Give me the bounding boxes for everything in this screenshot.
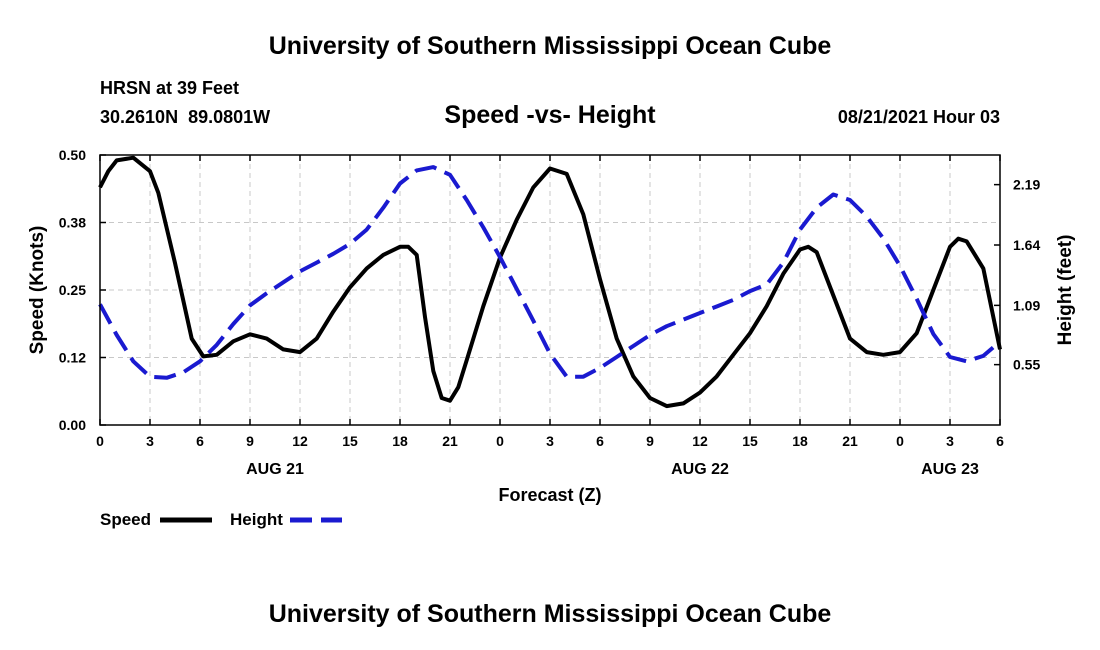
station-coordinates: 30.2610N 89.0801W <box>100 107 271 127</box>
x-tick-label: 0 <box>496 433 504 449</box>
date-label: AUG 21 <box>246 461 304 478</box>
x-tick-label: 6 <box>596 433 604 449</box>
y-right-tick-label: 2.19 <box>1013 177 1040 193</box>
x-tick-label: 0 <box>96 433 104 449</box>
page-title-bottom: University of Southern Mississippi Ocean… <box>268 600 832 628</box>
series-lines <box>98 155 1002 409</box>
legend: Speed Height <box>100 510 342 529</box>
y-left-tick-label: 0.12 <box>59 350 86 366</box>
x-tick-label: 21 <box>442 433 458 449</box>
x-tick-label: 3 <box>946 433 954 449</box>
x-tick-label: 9 <box>246 433 254 449</box>
x-tick-label: 18 <box>392 433 408 449</box>
y-left-tick-label: 0.50 <box>59 147 86 163</box>
x-tick-label: 0 <box>896 433 904 449</box>
grid-lines <box>100 155 1000 425</box>
x-tick-label: 15 <box>342 433 358 449</box>
x-tick-label: 9 <box>646 433 654 449</box>
y-right-tick-label: 1.09 <box>1013 297 1040 313</box>
forecast-datetime: 08/21/2021 Hour 03 <box>837 107 1000 127</box>
x-tick-label: 15 <box>742 433 758 449</box>
legend-speed-label: Speed <box>100 510 151 529</box>
y-left-tick-label: 0.00 <box>59 417 86 433</box>
x-tick-label: 12 <box>292 433 308 449</box>
x-tick-label: 21 <box>842 433 858 449</box>
legend-height-label: Height <box>230 510 283 529</box>
x-tick-label: 6 <box>196 433 204 449</box>
y-left-tick-label: 0.25 <box>59 282 86 298</box>
page-title-top: University of Southern Mississippi Ocean… <box>268 32 832 60</box>
y-left-tick-label: 0.38 <box>59 215 86 231</box>
station-name: HRSN at 39 Feet <box>100 78 240 98</box>
axes: 0 3 6 9 12 15 18 21 0 3 6 9 12 15 18 21 0 3 6 AUG 21 AUG 22 A… <box>27 147 1076 505</box>
height-series-line <box>98 165 1002 380</box>
date-label: AUG 22 <box>671 461 729 478</box>
y-left-axis-title: Speed (Knots) <box>27 226 48 355</box>
speed-series-line <box>98 155 1002 409</box>
y-right-tick-label: 0.55 <box>1013 357 1040 373</box>
chart-title: Speed -vs- Height <box>444 101 656 129</box>
x-tick-label: 3 <box>546 433 554 449</box>
y-right-axis-title: Height (feet) <box>1055 235 1076 346</box>
x-tick-label: 12 <box>692 433 708 449</box>
x-axis-title: Forecast (Z) <box>498 485 601 505</box>
x-tick-label: 3 <box>146 433 154 449</box>
x-tick-label: 6 <box>996 433 1004 449</box>
date-label: AUG 23 <box>921 461 979 478</box>
x-tick-label: 18 <box>792 433 808 449</box>
y-right-tick-label: 1.64 <box>1013 237 1040 253</box>
